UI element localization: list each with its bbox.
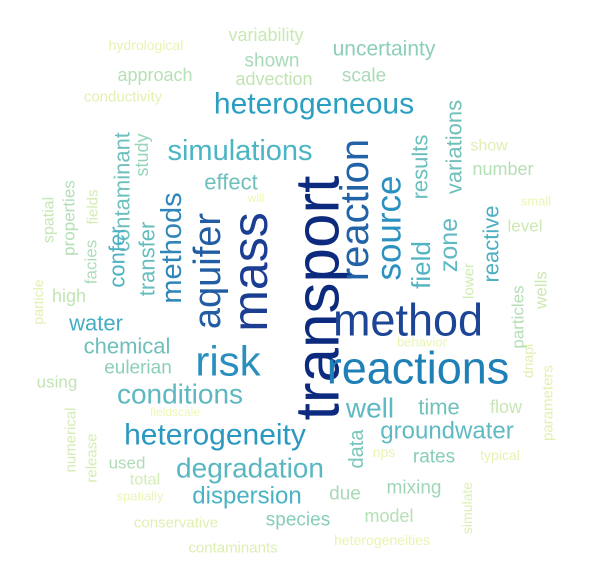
word-heterogeneous: heterogeneous: [214, 88, 414, 121]
word-spatially: spatially: [117, 489, 164, 504]
word-source: source: [370, 175, 409, 280]
word-dnapl: dnapl: [520, 344, 536, 378]
word-due: due: [329, 484, 361, 505]
word-particles: particles: [509, 285, 528, 348]
word-numerical: numerical: [63, 407, 80, 472]
word-field: field: [406, 241, 436, 289]
word-high: high: [52, 286, 86, 306]
word-method: method: [333, 295, 483, 346]
word-typical: typical: [480, 447, 520, 463]
word-data: data: [346, 429, 368, 469]
word-groundwater: groundwater: [380, 418, 513, 445]
word-transfer: transfer: [135, 222, 160, 297]
word-reactions: reactions: [327, 343, 510, 394]
word-fieldscale: fieldscale: [150, 405, 200, 419]
word-heterogeneity: heterogeneity: [124, 419, 306, 452]
word-simulate: simulate: [459, 482, 475, 534]
word-zone: zone: [435, 218, 463, 272]
word-water: water: [68, 311, 123, 336]
word-eulerian: eulerian: [104, 358, 172, 379]
word-using: using: [37, 373, 78, 392]
word-species: species: [266, 510, 330, 531]
word-number: number: [472, 159, 533, 179]
word-methods: methods: [156, 192, 188, 303]
word-variations: variations: [442, 100, 467, 194]
word-chemical: chemical: [84, 334, 171, 359]
word-conditions: conditions: [117, 379, 243, 410]
word-particle: particle: [30, 279, 46, 324]
word-reactive: reactive: [479, 205, 504, 282]
word-study: study: [132, 133, 152, 176]
word-properties: properties: [60, 180, 79, 256]
word-wells: wells: [532, 271, 551, 310]
word-well: well: [345, 393, 394, 424]
word-model: model: [364, 506, 413, 526]
word-behavior: behavior: [397, 335, 448, 350]
word-will: will: [247, 191, 265, 205]
word-mass: mass: [222, 212, 278, 331]
word-used: used: [109, 454, 146, 473]
word-spatial: spatial: [41, 197, 58, 243]
word-contaminants: contaminants: [188, 540, 277, 557]
word-variability: variability: [228, 25, 303, 45]
word-confer: confer: [105, 226, 130, 287]
word-simulations: simulations: [167, 135, 312, 167]
word-small: small: [521, 194, 551, 209]
word-results: results: [408, 135, 433, 200]
word-degradation: degradation: [176, 453, 324, 484]
word-transport: transport: [284, 176, 353, 421]
word-lower: lower: [461, 263, 478, 299]
word-rates: rates: [413, 447, 455, 468]
word-approach: approach: [117, 65, 192, 85]
word-advection: advection: [235, 69, 312, 89]
word-uncertainty: uncertainty: [333, 38, 436, 61]
word-shown: shown: [245, 51, 300, 72]
word-time: time: [418, 395, 460, 420]
word-parameters: parameters: [540, 365, 557, 441]
word-conservative: conservative: [134, 515, 218, 532]
word-level: level: [508, 217, 543, 236]
word-aquifer: aquifer: [187, 213, 229, 330]
word-release: release: [84, 433, 101, 482]
word-nps: nps: [373, 444, 396, 460]
word-reaction: reaction: [333, 139, 377, 281]
word-flow: flow: [490, 397, 523, 417]
word-show: show: [470, 138, 508, 155]
word-fields: fields: [85, 189, 102, 224]
word-effect: effect: [204, 170, 257, 195]
word-dispersion: dispersion: [192, 483, 301, 510]
word-heterogeneities: heterogeneities: [334, 532, 430, 548]
word-mixing: mixing: [387, 478, 442, 499]
word-risk: risk: [195, 338, 261, 385]
word-total: total: [130, 472, 160, 489]
word-facies: facies: [82, 240, 101, 284]
word-contaminant: contaminant: [110, 132, 135, 252]
word-scale: scale: [342, 66, 386, 87]
word-hydrological: hydrological: [109, 37, 184, 53]
word-conductivity: conductivity: [84, 89, 163, 106]
